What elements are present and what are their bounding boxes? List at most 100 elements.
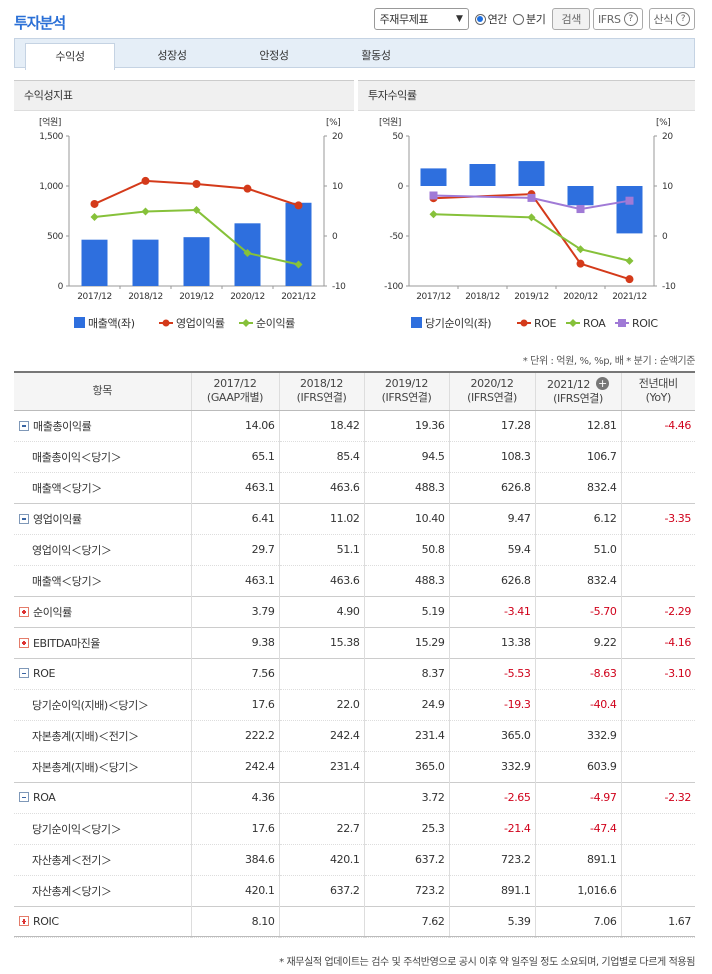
table-cell: 8.37 [363, 657, 449, 690]
data-point [294, 201, 303, 210]
table-cell: 488.3 [363, 565, 449, 597]
data-point [527, 193, 536, 202]
investment-return-chart: [억원] [%] 50 20 0 10 -50 0 -100 -10 2017/12 2018/12 2… [379, 116, 677, 330]
table-row: 자본총계(지배)＜전기＞ 222.2 242.4 231.4 365.0 332.9 [14, 720, 695, 752]
column-header-sublabel: (IFRS연결) [381, 391, 432, 405]
column-header-label: 전년대비 [638, 377, 678, 391]
table-cell: -19.3 [448, 689, 535, 721]
tab-stability[interactable]: 안정성 [259, 49, 289, 62]
table-cell: 637.2 [278, 875, 364, 907]
bar [183, 237, 210, 286]
table-cell: 222.2 [190, 720, 279, 752]
table-row: 영업이익＜당기＞ 29.7 51.1 50.8 59.4 51.0 [14, 534, 695, 566]
x-tick-label: 2021/12 [612, 292, 647, 302]
profitability-chart: [억원] [%] 1,500 20 1,000 10 500 0 0 -10 2017/12 2018… [39, 116, 347, 330]
data-point [192, 180, 201, 188]
x-tick-label: 2021/12 [281, 292, 316, 302]
table-cell: 891.1 [534, 844, 621, 876]
table-cell: 29.7 [190, 534, 279, 566]
table-cell: 17.28 [448, 409, 535, 442]
collapse-icon[interactable] [19, 513, 29, 524]
row-label: 자본총계(지배)＜전기＞ [14, 720, 191, 752]
y-tick-label-left: 0 [58, 282, 64, 292]
ifrs-help-button[interactable]: IFRS? [592, 8, 643, 30]
expand-icon[interactable] [19, 606, 29, 617]
table-cell: 242.4 [278, 720, 364, 752]
column-header: 2020/12 (IFRS연결) [448, 371, 535, 411]
formula-help-button[interactable]: 산식? [648, 8, 695, 30]
data-point [243, 184, 252, 193]
table-cell: 65.1 [190, 441, 279, 473]
expand-columns-icon[interactable]: + [595, 376, 609, 390]
legend-marker-icon [162, 319, 170, 327]
y-tick-label-right: 0 [332, 232, 338, 242]
row-label-text: 매출액＜당기＞ [32, 574, 102, 588]
bar [469, 164, 496, 186]
table-cell: 14.06 [190, 409, 279, 442]
table-cell [278, 657, 364, 690]
table-cell: 22.0 [278, 689, 364, 721]
tab-profitability[interactable]: 수익성 [25, 43, 115, 70]
x-tick-label: 2020/12 [230, 292, 265, 302]
table-cell: 9.22 [534, 626, 621, 659]
table-cell [620, 472, 695, 504]
table-cell: 3.79 [190, 595, 279, 628]
table-cell: 15.38 [278, 626, 364, 659]
table-cell: 19.36 [363, 409, 449, 442]
x-tick-label: 2017/12 [77, 292, 112, 302]
data-point [90, 213, 99, 222]
table-row: 당기순이익＜당기＞ 17.6 22.7 25.3 -21.4 -47.4 [14, 813, 695, 845]
series-line [433, 213, 630, 262]
tab-growth[interactable]: 성장성 [157, 49, 187, 62]
collapse-icon[interactable] [19, 420, 29, 431]
radio-quarter[interactable]: 분기 [513, 11, 546, 27]
statement-select-value: 주재무제표 [379, 13, 429, 26]
y-tick-label-left: 1,000 [39, 182, 63, 192]
row-label: 매출총이익＜당기＞ [14, 441, 191, 473]
row-label: 순이익률 [14, 595, 191, 628]
column-header-label: 2021/12 + [536, 376, 621, 392]
row-label-text: 자본총계(지배)＜당기＞ [32, 760, 139, 774]
column-header: 2017/12 (GAAP개별) [190, 371, 279, 411]
table-row: 매출총이익률 14.06 18.42 19.36 17.28 12.81 -4.46 [14, 409, 695, 442]
table-row: 자본총계(지배)＜당기＞ 242.4 231.4 365.0 332.9 603.9 [14, 751, 695, 783]
question-icon: ? [623, 12, 638, 26]
collapse-icon[interactable] [19, 668, 29, 678]
data-point [429, 191, 438, 200]
table-cell: 59.4 [448, 534, 535, 566]
bar [81, 239, 108, 286]
search-button[interactable]: 검색 [552, 8, 590, 30]
tab-bar: 수익성 성장성 안정성 활동성 [14, 38, 695, 70]
x-tick-label: 2019/12 [514, 292, 549, 302]
table-row: 자산총계＜전기＞ 384.6 420.1 637.2 723.2 891.1 [14, 844, 695, 876]
table-cell: 25.3 [363, 813, 449, 845]
legend-marker-icon [618, 319, 626, 327]
collapse-icon[interactable] [19, 792, 29, 802]
column-header-label: 2018/12 [300, 377, 343, 391]
table-cell: 17.6 [190, 689, 279, 721]
table-row: ROE 7.56 8.37 -5.53 -8.63 -3.10 [14, 657, 695, 690]
table-cell: 463.6 [278, 565, 364, 597]
legend-label: ROA [583, 317, 606, 330]
table-cell: -4.46 [620, 409, 695, 442]
table-cell [278, 905, 364, 938]
legend-label: 순이익률 [256, 317, 295, 330]
table-cell: -2.32 [620, 781, 695, 814]
legend-bar-icon [74, 317, 85, 328]
row-label: 영업이익＜당기＞ [14, 534, 191, 566]
expand-icon[interactable] [19, 637, 29, 648]
expand-icon[interactable] [19, 916, 29, 926]
tab-activity[interactable]: 활동성 [361, 49, 391, 62]
row-label-text: 매출액＜당기＞ [32, 481, 102, 495]
left-axis-unit: [억원] [379, 116, 401, 128]
row-label: 자본총계(지배)＜당기＞ [14, 751, 191, 783]
y-tick-label-right: 20 [332, 132, 343, 142]
radio-annual[interactable]: 연간 [474, 11, 507, 27]
column-header: 2021/12 + (IFRS연결) [534, 371, 621, 411]
column-header: 항목 [14, 371, 191, 411]
legend-label: 영업이익률 [176, 317, 225, 330]
x-tick-label: 2018/12 [465, 292, 500, 302]
statement-select[interactable]: 주재무제표 ▼ [373, 8, 469, 30]
table-cell: 10.40 [363, 502, 449, 535]
row-label-text: 매출총이익＜당기＞ [32, 450, 122, 464]
